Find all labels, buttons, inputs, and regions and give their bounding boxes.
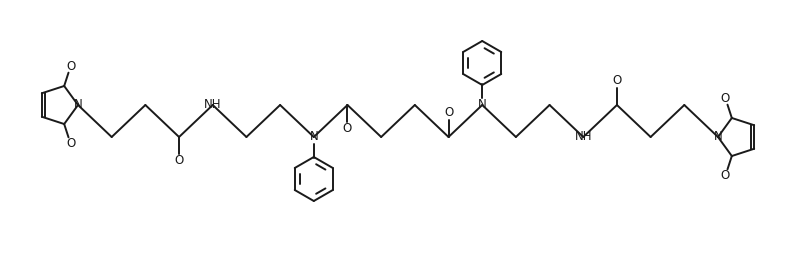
Text: O: O xyxy=(66,59,75,73)
Text: NH: NH xyxy=(204,98,222,111)
Text: O: O xyxy=(175,154,183,168)
Text: N: N xyxy=(74,98,83,111)
Text: N: N xyxy=(478,98,487,111)
Text: O: O xyxy=(444,107,453,119)
Text: N: N xyxy=(310,130,318,143)
Text: O: O xyxy=(66,137,75,150)
Text: N: N xyxy=(714,130,723,143)
Text: O: O xyxy=(721,169,730,182)
Text: O: O xyxy=(612,75,622,87)
Text: NH: NH xyxy=(575,130,592,143)
Text: O: O xyxy=(343,122,352,136)
Text: O: O xyxy=(721,91,730,105)
